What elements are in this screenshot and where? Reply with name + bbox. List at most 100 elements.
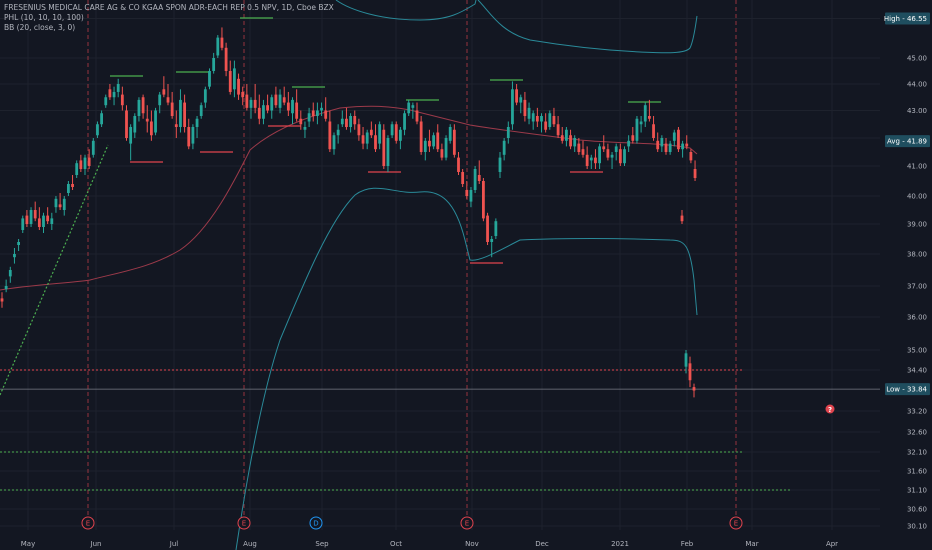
candle-body xyxy=(286,102,290,111)
candle-body xyxy=(216,37,220,56)
candle-body xyxy=(328,121,332,150)
candle-body xyxy=(228,71,232,92)
candle-body xyxy=(58,204,62,208)
y-tick-label: 38.00 xyxy=(907,251,927,259)
event-marker xyxy=(309,516,323,530)
candle-body xyxy=(208,71,211,87)
event-marker xyxy=(237,516,251,530)
candle-body xyxy=(648,116,651,119)
candle-body xyxy=(62,198,66,210)
price-label-bg xyxy=(885,383,930,396)
chart-legend: FRESENIUS MEDICAL CARE AG & CO KGAA SPON… xyxy=(4,3,334,33)
candle-body xyxy=(79,160,83,169)
candle-body xyxy=(187,127,191,147)
candle-body xyxy=(660,138,664,147)
candle-body xyxy=(639,121,643,125)
candle-body xyxy=(295,102,299,119)
event-marker-label: E xyxy=(734,520,738,528)
candle-body xyxy=(394,124,398,141)
candle-body xyxy=(253,99,257,108)
event-marker xyxy=(81,516,95,530)
candle-body xyxy=(96,124,99,136)
candle-body xyxy=(428,140,431,147)
legend-indicator-bb: BB (20, close, 3, 0) xyxy=(4,23,76,32)
x-tick-label: Jul xyxy=(169,540,179,548)
candle-body xyxy=(71,184,74,187)
y-tick-label: 31.60 xyxy=(907,468,927,476)
candle-body xyxy=(274,94,278,106)
candle-body xyxy=(332,135,336,150)
y-tick-label: 34.40 xyxy=(907,367,927,375)
event-marker-label: E xyxy=(465,520,469,528)
candle-body xyxy=(643,105,647,122)
candle-body xyxy=(316,110,319,116)
candle-body xyxy=(120,94,124,106)
candle-body xyxy=(598,146,601,164)
candle-body xyxy=(374,135,377,150)
x-tick-label: Dec xyxy=(535,540,549,548)
candle-body xyxy=(614,146,618,152)
candle-body xyxy=(688,363,692,381)
candle-body xyxy=(116,84,120,92)
candle-body xyxy=(158,94,162,106)
candle-body xyxy=(278,94,282,108)
candle-body xyxy=(133,116,137,133)
y-tick-label: 30.60 xyxy=(907,506,927,514)
price-label-bg xyxy=(885,135,930,148)
y-tick-label: 30.10 xyxy=(907,523,927,531)
candle-body xyxy=(573,138,577,147)
candle-body xyxy=(67,184,70,193)
candle-body xyxy=(689,152,693,161)
legend-indicator-phl: PHL (10, 10, 10, 100) xyxy=(4,13,84,22)
candle-body xyxy=(104,97,108,106)
candle-body xyxy=(237,78,240,95)
candle-body xyxy=(203,89,207,103)
candle-body xyxy=(249,99,253,108)
y-tick-label: 45.00 xyxy=(907,55,927,63)
candle-body xyxy=(46,215,50,222)
x-tick-label: Nov xyxy=(465,540,479,548)
candle-body xyxy=(527,107,531,119)
candle-body xyxy=(166,97,170,103)
candle-body xyxy=(631,135,635,141)
candle-body xyxy=(486,215,489,242)
y-tick-label: 32.10 xyxy=(907,449,927,457)
candle-body xyxy=(407,102,411,114)
candle-body xyxy=(320,107,323,111)
candle-body xyxy=(548,113,552,127)
x-tick-label: Feb xyxy=(681,540,694,548)
y-tick-label: 31.10 xyxy=(907,487,927,495)
y-tick-label: 43.00 xyxy=(907,107,927,115)
candle-body xyxy=(42,215,45,227)
y-tick-label: 37.00 xyxy=(907,283,927,291)
x-tick-label: May xyxy=(21,540,35,548)
candle-body xyxy=(266,105,269,111)
y-tick-label: 40.00 xyxy=(907,193,927,201)
candle-body xyxy=(112,91,116,98)
candle-body xyxy=(452,129,456,155)
candle-body xyxy=(602,146,606,150)
candle-body xyxy=(457,157,460,172)
candle-body xyxy=(585,154,589,166)
candle-body xyxy=(511,89,514,125)
bb-upper-band-1 xyxy=(335,0,477,21)
candle-body xyxy=(469,190,473,202)
candle-body xyxy=(353,116,357,125)
candle-body xyxy=(170,102,174,116)
candle-body xyxy=(411,105,415,108)
price-label: Low - 33.84 xyxy=(886,386,927,394)
price-label: Avg - 41.89 xyxy=(887,138,927,146)
x-tick-label: Sep xyxy=(315,540,329,548)
candle-body xyxy=(677,129,680,150)
candle-body xyxy=(415,110,419,122)
candle-body xyxy=(448,127,452,141)
candle-body xyxy=(502,140,506,155)
candle-body xyxy=(399,129,402,141)
candle-body xyxy=(668,143,672,152)
candle-body xyxy=(50,218,54,224)
bb-upper-band-2 xyxy=(477,0,698,54)
y-tick-label: 39.00 xyxy=(907,221,927,229)
